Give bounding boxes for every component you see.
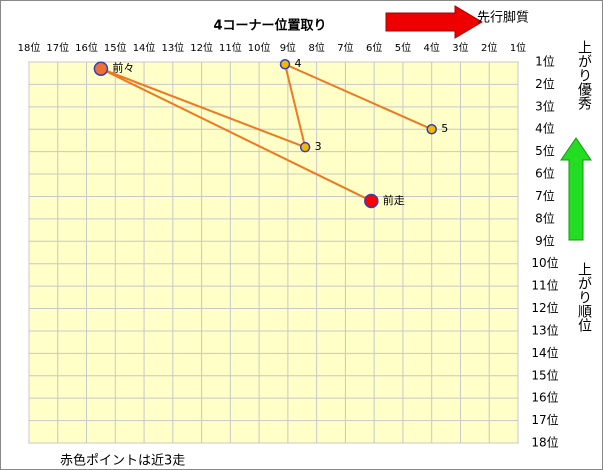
y-tick-label: 14位 (531, 345, 558, 360)
x-tick-label: 4位 (424, 41, 440, 54)
finish-arrow (560, 137, 592, 241)
y-tick-label: 15位 (531, 367, 558, 382)
point (279, 58, 291, 70)
y-tick-label: 17位 (531, 412, 558, 427)
point (299, 141, 311, 153)
finish-good-label: 上がり優秀 (576, 40, 592, 111)
finish-rank-label: 上がり順位 (576, 262, 592, 332)
x-tick-label: 18位 (18, 41, 41, 54)
y-tick-label: 6位 (535, 166, 555, 181)
lead-arrow (385, 5, 483, 39)
x-tick-label: 14位 (133, 41, 156, 54)
y-tick-label: 13位 (531, 322, 558, 337)
point (93, 61, 109, 76)
y-tick-label: 10位 (531, 255, 558, 270)
x-tick-label: 15位 (104, 41, 127, 54)
y-tick-label: 16位 (531, 390, 558, 405)
point-label: 前走 (383, 193, 405, 207)
x-tick-label: 7位 (337, 41, 353, 54)
x-tick-label: 2位 (481, 41, 497, 54)
x-tick-label: 3位 (452, 41, 468, 54)
plot-area (28, 61, 519, 444)
y-tick-label: 18位 (531, 435, 558, 450)
x-tick-label: 6位 (366, 41, 382, 54)
x-tick-label: 8位 (308, 41, 324, 54)
lead-label: 先行脚質 (477, 10, 529, 26)
y-tick-label: 12位 (531, 300, 558, 315)
y-tick-label: 5位 (535, 143, 555, 158)
point (364, 193, 379, 209)
y-tick-label: 4位 (535, 121, 555, 136)
point (426, 123, 437, 135)
x-tick-label: 11位 (219, 41, 242, 54)
x-tick-label: 10位 (248, 41, 271, 54)
y-tick-label: 11位 (531, 278, 558, 293)
x-tick-label: 1位 (510, 41, 526, 54)
chart-title: 4コーナー位置取り (213, 18, 326, 34)
y-tick-label: 9位 (535, 233, 555, 248)
point-label: 3 (315, 140, 322, 153)
note: 赤色ポイントは近3走 (60, 453, 185, 469)
x-tick-label: 13位 (161, 41, 184, 54)
point-label: 4 (295, 57, 302, 70)
x-tick-label: 12位 (190, 41, 213, 54)
point-label: 前々 (112, 61, 134, 75)
x-tick-label: 9位 (280, 41, 296, 54)
y-tick-label: 1位 (535, 54, 555, 69)
x-tick-label: 17位 (46, 41, 69, 54)
y-tick-label: 8位 (535, 210, 555, 225)
x-tick-label: 16位 (75, 41, 98, 54)
y-tick-label: 2位 (535, 76, 555, 91)
y-tick-label: 3位 (535, 98, 555, 113)
x-tick-label: 5位 (395, 41, 411, 54)
y-tick-label: 7位 (535, 188, 555, 203)
point-label: 5 (441, 122, 448, 135)
